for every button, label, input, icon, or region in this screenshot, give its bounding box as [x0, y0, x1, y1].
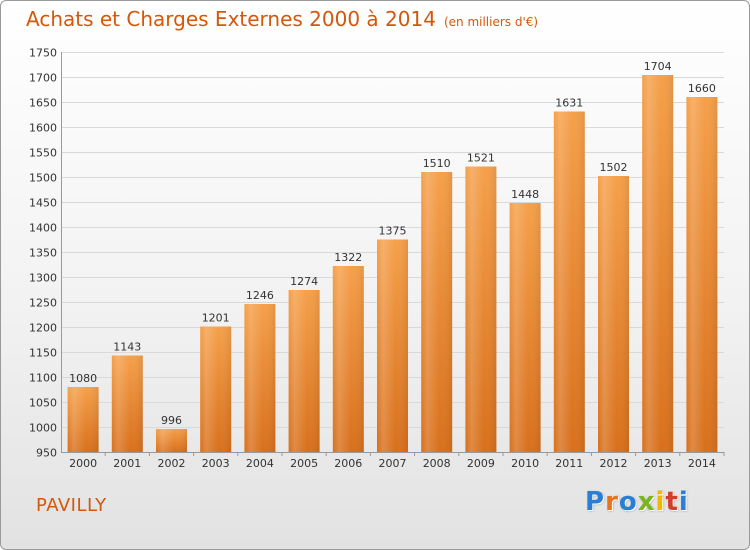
x-tick-label: 2008 [423, 457, 451, 470]
y-tick-label: 1200 [29, 322, 57, 335]
logo-letter: t [665, 487, 679, 517]
data-label: 1322 [334, 251, 362, 264]
proxiti-logo: Proxiti [585, 487, 689, 517]
data-label: 1448 [511, 188, 539, 201]
y-tick-label: 1400 [29, 222, 57, 235]
data-label: 1201 [202, 312, 230, 325]
y-tick-label: 1450 [29, 197, 57, 210]
bar-layer: 1080 1143 996 1201 1246 1274 1322 1375 1510 1521 1… [67, 60, 718, 452]
logo-letter: r [605, 487, 619, 517]
chart-unit: (en milliers d'€) [443, 15, 539, 29]
y-tick-label: 1600 [29, 122, 57, 135]
logo-letter: i [678, 487, 689, 517]
y-tick-label: 1700 [29, 72, 57, 85]
y-tick-label: 1100 [29, 372, 57, 385]
x-tick-label: 2012 [600, 457, 628, 470]
chart-title: Achats et Charges Externes 2000 à 2014 (e… [26, 7, 538, 31]
logo-letter: o [618, 487, 638, 517]
bar-sheen [553, 111, 585, 452]
data-label: 1631 [555, 97, 583, 110]
y-tick-label: 1300 [29, 272, 57, 285]
data-label: 1660 [688, 82, 716, 95]
x-tick-label: 2004 [246, 457, 274, 470]
x-tick-label: 2014 [688, 457, 716, 470]
x-tick-label: 2010 [511, 457, 539, 470]
data-label: 1510 [423, 157, 451, 170]
bar-sheen [465, 166, 497, 452]
bar-sheen [156, 429, 187, 452]
bar-sheen [67, 387, 99, 452]
bar-sheen [642, 75, 674, 452]
logo-letter: i [655, 487, 666, 517]
bar-sheen [332, 266, 364, 452]
axis-layer: 950 1000 1050 1100 1150 1200 1250 1300 1350 1400 1… [29, 47, 725, 470]
data-label: 1246 [246, 289, 274, 302]
data-label: 1704 [644, 60, 672, 73]
y-tick-label: 1650 [29, 97, 57, 110]
data-label: 996 [161, 414, 182, 427]
x-tick-label: 2011 [555, 457, 583, 470]
y-tick-label: 1250 [29, 297, 57, 310]
logo-letter: x [637, 487, 656, 517]
bar-sheen [288, 290, 320, 452]
bar-sheen [509, 203, 541, 452]
place-name: PAVILLY [36, 495, 107, 516]
data-label: 1502 [600, 161, 628, 174]
y-tick-label: 950 [36, 447, 57, 460]
y-tick-label: 1150 [29, 347, 57, 360]
data-label: 1080 [69, 372, 97, 385]
y-tick-label: 1550 [29, 147, 57, 160]
y-tick-label: 1350 [29, 247, 57, 260]
bar-sheen [686, 97, 718, 452]
x-tick-label: 2002 [158, 457, 186, 470]
y-tick-label: 1050 [29, 397, 57, 410]
data-label: 1521 [467, 152, 495, 165]
chart-title-text: Achats et Charges Externes 2000 à 2014 [26, 7, 436, 31]
data-label: 1143 [113, 341, 141, 354]
bar-sheen [200, 326, 232, 452]
data-label: 1375 [379, 225, 407, 238]
x-tick-label: 2006 [334, 457, 362, 470]
x-tick-label: 2003 [202, 457, 230, 470]
bar-sheen [377, 239, 408, 452]
x-tick-label: 2007 [379, 457, 407, 470]
data-label: 1274 [290, 275, 318, 288]
y-tick-label: 1750 [29, 47, 57, 60]
y-tick-label: 1000 [29, 422, 57, 435]
x-tick-label: 2009 [467, 457, 495, 470]
bar-sheen [244, 304, 276, 452]
x-tick-label: 2013 [644, 457, 672, 470]
logo-letter: P [585, 487, 606, 517]
x-tick-label: 2005 [290, 457, 318, 470]
bar-sheen [111, 355, 143, 452]
bar-sheen [421, 172, 453, 452]
bar-sheen [598, 176, 629, 452]
x-tick-label: 2000 [69, 457, 97, 470]
x-tick-label: 2001 [113, 457, 141, 470]
y-tick-label: 1500 [29, 172, 57, 185]
